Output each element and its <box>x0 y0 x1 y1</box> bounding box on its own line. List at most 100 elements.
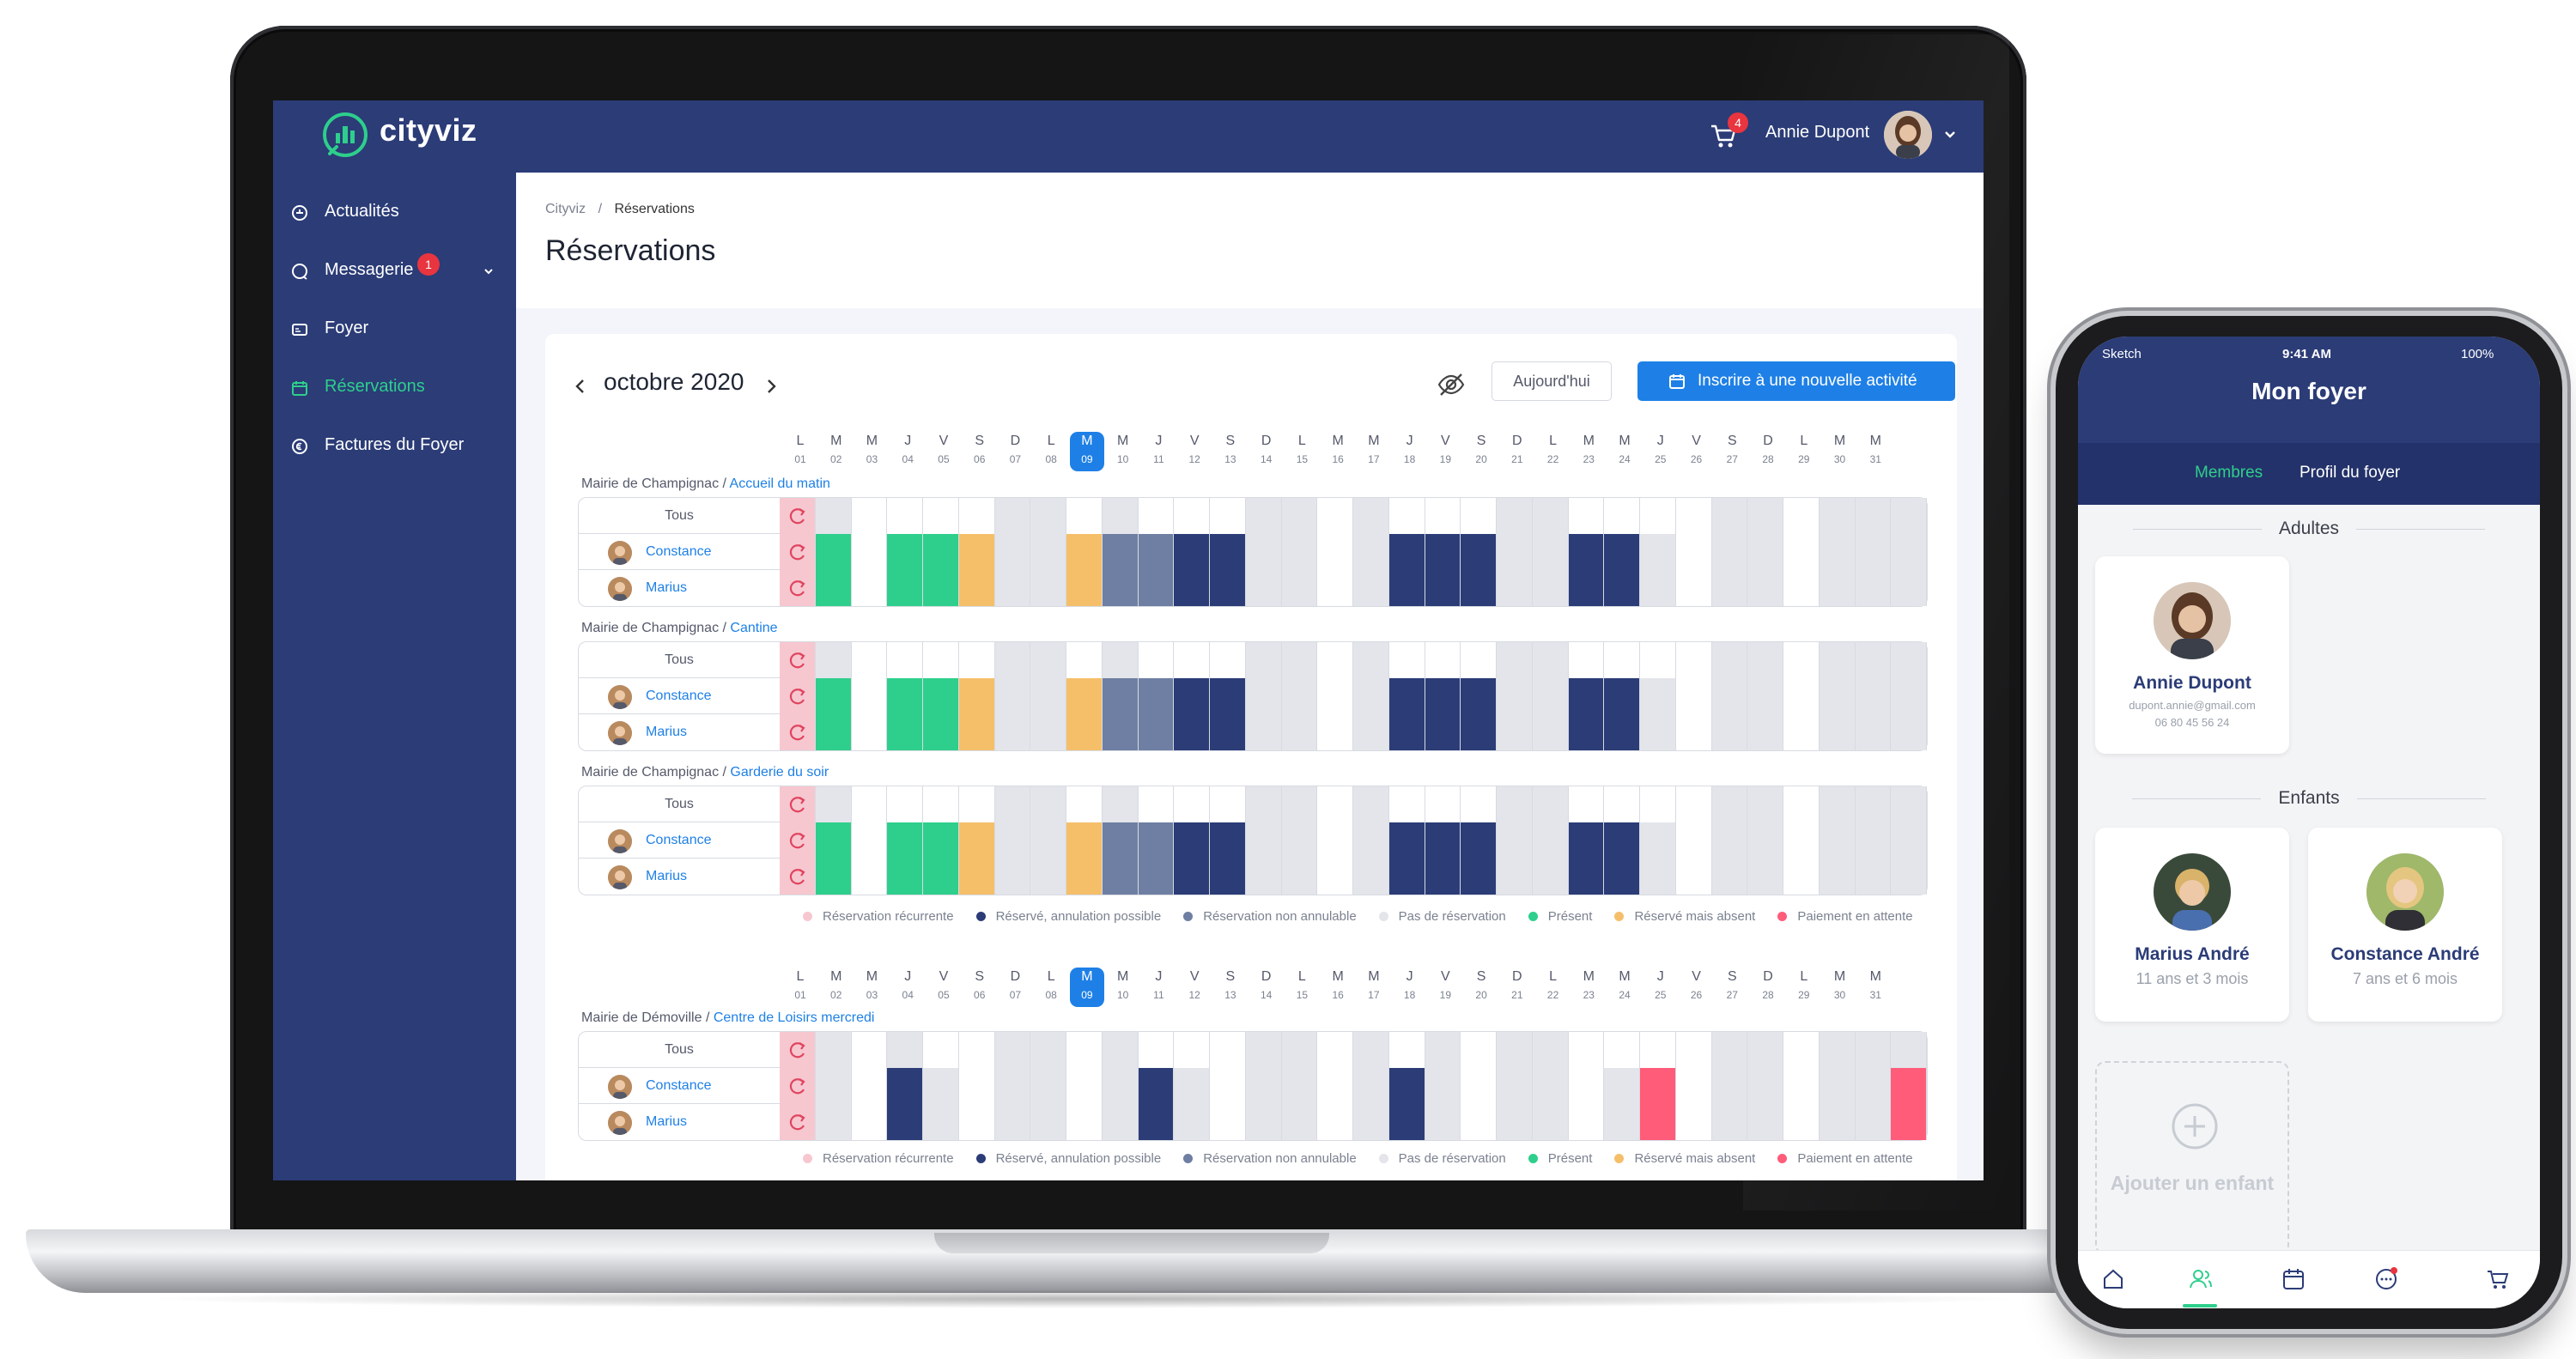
day-column-header[interactable]: M 24 <box>1607 968 1642 1007</box>
reservation-cell[interactable] <box>1568 714 1605 750</box>
reservation-cell[interactable] <box>1281 1068 1318 1104</box>
reservation-cell[interactable] <box>994 642 1031 678</box>
day-column-header[interactable]: V 19 <box>1428 432 1462 471</box>
reservation-cell[interactable] <box>1747 858 1784 895</box>
reservation-cell[interactable] <box>1532 858 1569 895</box>
reservation-cell[interactable] <box>851 570 888 606</box>
reservation-cell[interactable] <box>1711 822 1748 858</box>
reservation-cell[interactable] <box>1245 786 1282 822</box>
reservation-cell[interactable] <box>1497 678 1533 714</box>
reservation-cell[interactable] <box>1783 858 1820 895</box>
reservation-cell[interactable] <box>887 1104 924 1140</box>
reservation-cell[interactable] <box>1388 498 1425 534</box>
reservation-cell[interactable] <box>1640 1032 1676 1068</box>
reservation-cell[interactable] <box>1783 1068 1820 1104</box>
reservation-cell[interactable] <box>1102 822 1139 858</box>
reservation-cell[interactable] <box>1819 1068 1856 1104</box>
reservation-cell[interactable] <box>1747 498 1784 534</box>
reservation-cell[interactable] <box>1640 1068 1676 1104</box>
reservation-cell[interactable] <box>923 534 959 570</box>
reservation-cell[interactable] <box>1174 822 1211 858</box>
reservation-cell[interactable] <box>1532 570 1569 606</box>
reservation-cell[interactable] <box>1425 678 1461 714</box>
reservation-cell[interactable] <box>1819 498 1856 534</box>
reservation-cell[interactable] <box>1174 786 1211 822</box>
reservation-cell[interactable] <box>851 1104 888 1140</box>
reservation-cell[interactable] <box>1066 786 1103 822</box>
reservation-cell[interactable] <box>1711 570 1748 606</box>
reservation-cell[interactable] <box>1855 858 1892 895</box>
sidebar-item-reservations[interactable]: Réservations <box>273 360 516 411</box>
reservation-cell[interactable] <box>994 678 1031 714</box>
reservation-cell[interactable] <box>958 534 995 570</box>
day-column-header[interactable]: M 03 <box>854 432 889 471</box>
reservation-cell[interactable] <box>1604 642 1641 678</box>
sidebar-item-foyer[interactable]: Foyer <box>273 301 516 353</box>
day-column-header[interactable]: D 07 <box>998 432 1032 471</box>
reservation-cell[interactable] <box>1030 642 1067 678</box>
reservation-cell[interactable] <box>1675 1032 1712 1068</box>
reservation-cell[interactable] <box>1675 570 1712 606</box>
reservation-cell[interactable] <box>1102 570 1139 606</box>
reservation-cell[interactable] <box>1066 1032 1103 1068</box>
recurring-toggle[interactable] <box>780 786 816 822</box>
row-label[interactable]: Marius <box>646 725 688 739</box>
reservation-cell[interactable] <box>851 822 888 858</box>
reservation-cell[interactable] <box>1245 1068 1282 1104</box>
reservation-cell[interactable] <box>1102 1032 1139 1068</box>
row-label[interactable]: Constance <box>646 1078 712 1093</box>
reservation-cell[interactable] <box>958 858 995 895</box>
reservation-cell[interactable] <box>1855 786 1892 822</box>
day-column-header[interactable]: M 03 <box>854 968 889 1007</box>
reservation-cell[interactable] <box>1497 1068 1533 1104</box>
day-column-header[interactable]: D 14 <box>1249 968 1284 1007</box>
reservation-cell[interactable] <box>1425 1104 1461 1140</box>
reservation-cell[interactable] <box>1066 678 1103 714</box>
reservation-cell[interactable] <box>1747 642 1784 678</box>
reservation-cell[interactable] <box>1353 822 1389 858</box>
reservation-cell[interactable] <box>1891 534 1927 570</box>
reservation-cell[interactable] <box>1030 858 1067 895</box>
reservation-cell[interactable] <box>1425 570 1461 606</box>
home-icon[interactable] <box>2100 1266 2126 1292</box>
reservation-cell[interactable] <box>1461 822 1498 858</box>
reservation-cell[interactable] <box>958 498 995 534</box>
day-column-header[interactable]: J 25 <box>1643 968 1678 1007</box>
reservation-cell[interactable] <box>851 714 888 750</box>
reservation-cell[interactable] <box>1819 714 1856 750</box>
day-column-header[interactable]: M 09 <box>1069 432 1104 471</box>
eye-off-icon[interactable] <box>1435 368 1467 401</box>
reservation-cell[interactable] <box>1245 534 1282 570</box>
user-name[interactable]: Annie Dupont <box>1765 123 1870 142</box>
reservation-cell[interactable] <box>1675 858 1712 895</box>
reservation-cell[interactable] <box>1891 858 1927 895</box>
reservation-cell[interactable] <box>1640 534 1676 570</box>
cityviz-logo-icon[interactable] <box>319 109 371 161</box>
reservation-cell[interactable] <box>887 534 924 570</box>
reservation-cell[interactable] <box>1066 714 1103 750</box>
day-column-header[interactable]: L 08 <box>1034 968 1068 1007</box>
reservation-cell[interactable] <box>1783 642 1820 678</box>
reservation-cell[interactable] <box>1568 822 1605 858</box>
reservation-cell[interactable] <box>958 1068 995 1104</box>
reservation-cell[interactable] <box>1030 678 1067 714</box>
reservation-cell[interactable] <box>1102 858 1139 895</box>
reservation-cell[interactable] <box>1568 498 1605 534</box>
reservation-cell[interactable] <box>1281 534 1318 570</box>
reservation-cell[interactable] <box>1174 642 1211 678</box>
reservation-cell[interactable] <box>816 786 852 822</box>
reservation-cell[interactable] <box>1030 570 1067 606</box>
reservation-cell[interactable] <box>1640 714 1676 750</box>
day-column-header[interactable]: V 12 <box>1177 968 1212 1007</box>
reservation-cell[interactable] <box>994 786 1031 822</box>
reservation-cell[interactable] <box>1425 534 1461 570</box>
reservation-cell[interactable] <box>1317 1104 1354 1140</box>
reservation-cell[interactable] <box>1245 1032 1282 1068</box>
day-column-header[interactable]: L 22 <box>1536 968 1571 1007</box>
reservation-cell[interactable] <box>1604 1104 1641 1140</box>
day-column-header[interactable]: S 27 <box>1715 432 1749 471</box>
reservation-cell[interactable] <box>1388 786 1425 822</box>
activity-name[interactable]: Cantine <box>730 621 778 635</box>
reservation-cell[interactable] <box>1388 1104 1425 1140</box>
reservation-cell[interactable] <box>958 642 995 678</box>
